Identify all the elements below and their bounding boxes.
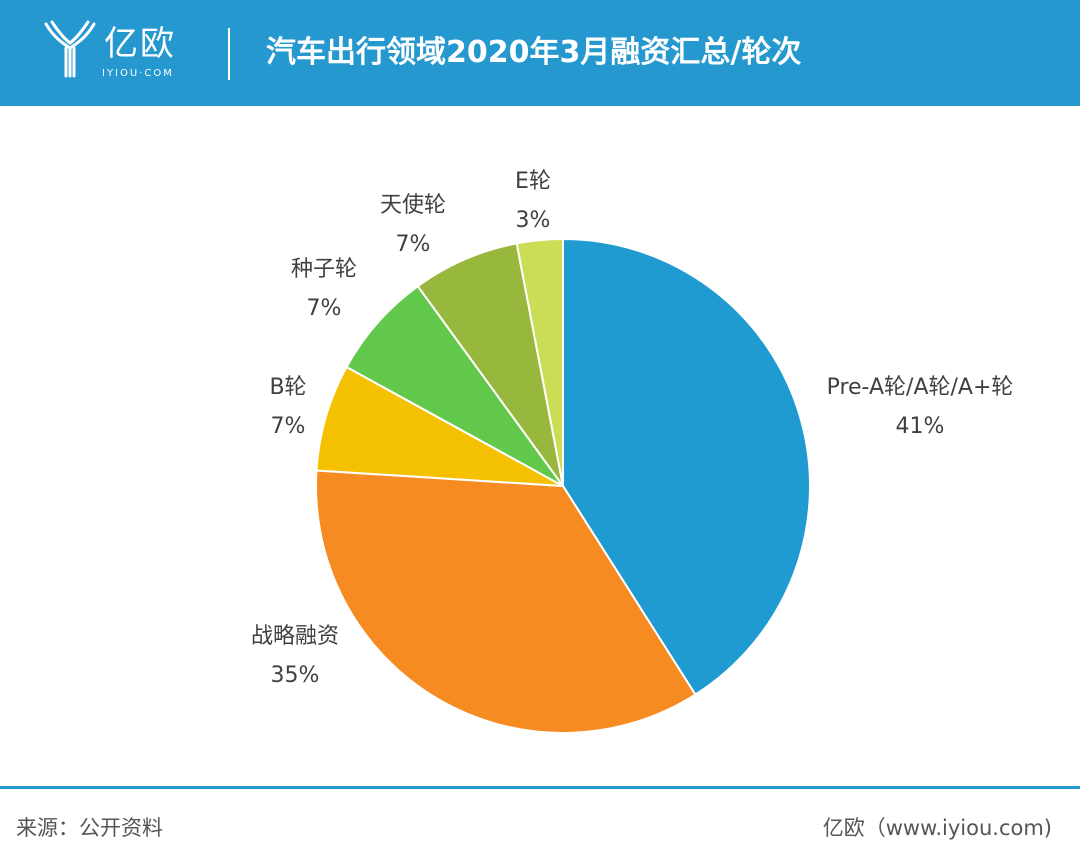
slice-name-label: 战略融资: [251, 624, 339, 649]
pie-slice-1: [562, 237, 811, 696]
pie-slice-2: [315, 469, 697, 734]
slice-name-label: E轮: [515, 169, 551, 194]
footer-divider: [0, 786, 1080, 789]
slice-percent-label: 35%: [271, 663, 320, 688]
slice-name-label: 种子轮: [291, 257, 357, 282]
slice-percent-label: 7%: [396, 232, 431, 257]
source-note: 来源：公开资料: [16, 816, 163, 840]
slice-percent-label: 7%: [307, 296, 342, 321]
pie-slice-3: [315, 365, 564, 487]
slice-name-label: 天使轮: [380, 193, 446, 218]
iyiou-logo-mark-icon: [44, 20, 96, 78]
page-title: 汽车出行领域2020年3月融资汇总/轮次: [266, 35, 802, 70]
logo-text-en: IYIOU·COM: [102, 68, 174, 79]
pie-slice-4: [345, 284, 564, 487]
iyiou-logo[interactable]: 亿欧 IYIOU·COM: [42, 18, 202, 88]
slice-percent-label: 7%: [271, 414, 306, 439]
brand-credit: 亿欧（www.iyiou.com): [822, 816, 1052, 840]
slice-name-label: Pre-A轮/A轮/A+轮: [827, 375, 1014, 400]
slice-name-label: B轮: [269, 375, 306, 400]
header-banner: 亿欧 IYIOU·COM 汽车出行领域2020年3月融资汇总/轮次: [0, 0, 1080, 106]
header-divider: [228, 28, 230, 80]
pie-chart: Pre-A轮/A轮/A+轮 41% 战略融资 35% B轮 7% 种子轮 7% 天使轮 7% E轮 3…: [251, 169, 1014, 734]
slice-percent-label: 3%: [516, 208, 551, 233]
slice-percent-label: 41%: [896, 414, 945, 439]
pie-slice-5: [416, 242, 564, 487]
logo-text-cn: 亿欧: [104, 24, 176, 64]
pie-slice-6: [515, 237, 564, 487]
